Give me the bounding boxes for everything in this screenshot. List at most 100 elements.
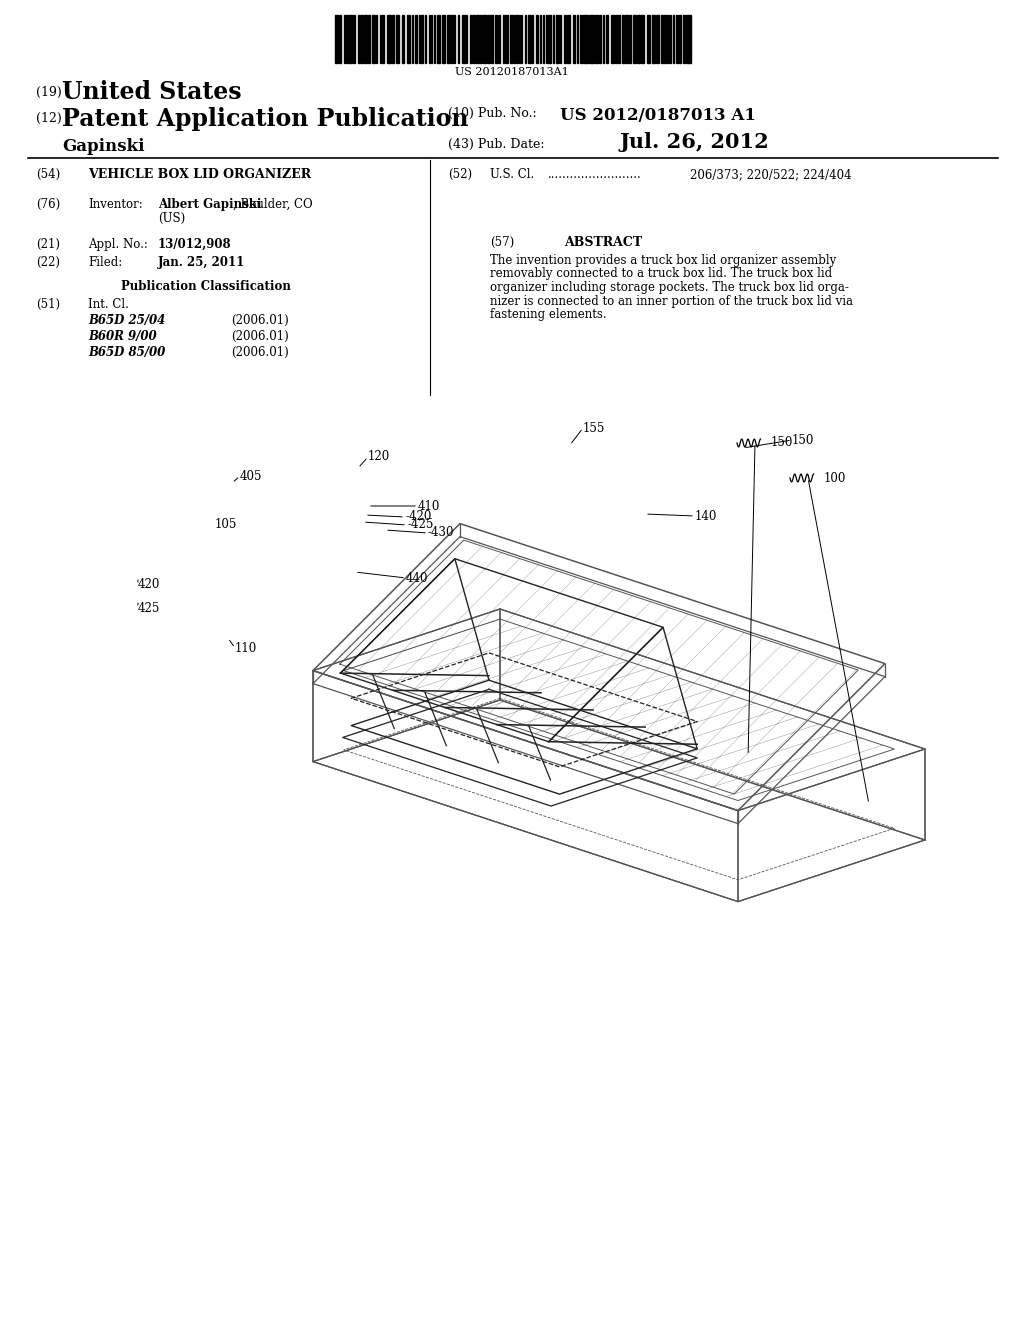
Bar bbox=[665, 15, 668, 63]
Text: organizer including storage pockets. The truck box lid orga-: organizer including storage pockets. The… bbox=[490, 281, 849, 294]
Bar bbox=[637, 15, 639, 63]
Bar bbox=[436, 15, 439, 63]
Bar bbox=[629, 15, 631, 63]
Bar bbox=[396, 15, 399, 63]
Text: (22): (22) bbox=[36, 256, 60, 269]
Bar bbox=[633, 15, 636, 63]
Bar bbox=[595, 15, 598, 63]
Text: Jul. 26, 2012: Jul. 26, 2012 bbox=[620, 132, 770, 152]
Text: 420: 420 bbox=[138, 578, 161, 591]
Bar bbox=[618, 15, 621, 63]
Text: United States: United States bbox=[62, 81, 242, 104]
Bar bbox=[536, 15, 538, 63]
Bar bbox=[683, 15, 685, 63]
Bar bbox=[528, 15, 530, 63]
Text: (10) Pub. No.:: (10) Pub. No.: bbox=[449, 107, 537, 120]
Bar bbox=[662, 15, 663, 63]
Bar bbox=[599, 15, 601, 63]
Bar bbox=[373, 15, 376, 63]
Bar bbox=[339, 15, 341, 63]
Bar bbox=[458, 15, 459, 63]
Bar bbox=[503, 15, 504, 63]
Bar bbox=[590, 15, 592, 63]
Bar bbox=[451, 15, 453, 63]
Bar bbox=[496, 15, 497, 63]
Bar bbox=[415, 15, 417, 63]
Bar bbox=[510, 15, 513, 63]
Text: 150: 150 bbox=[792, 433, 814, 446]
Text: (51): (51) bbox=[36, 298, 60, 312]
Text: (2006.01): (2006.01) bbox=[231, 314, 289, 327]
Bar bbox=[641, 15, 644, 63]
Bar bbox=[476, 15, 479, 63]
Bar bbox=[610, 15, 613, 63]
Bar bbox=[480, 15, 481, 63]
Text: Publication Classification: Publication Classification bbox=[121, 280, 291, 293]
Bar bbox=[593, 15, 594, 63]
Text: Albert Gapinski: Albert Gapinski bbox=[158, 198, 261, 211]
Text: U.S. Cl.: U.S. Cl. bbox=[490, 168, 535, 181]
Text: 105: 105 bbox=[215, 517, 238, 531]
Text: nizer is connected to an inner portion of the truck box lid via: nizer is connected to an inner portion o… bbox=[490, 294, 853, 308]
Bar bbox=[429, 15, 430, 63]
Bar bbox=[392, 15, 394, 63]
Bar bbox=[548, 15, 551, 63]
Text: 120: 120 bbox=[368, 450, 390, 463]
Text: ABSTRACT: ABSTRACT bbox=[564, 236, 642, 249]
Text: VEHICLE BOX LID ORGANIZER: VEHICLE BOX LID ORGANIZER bbox=[88, 168, 311, 181]
Bar bbox=[688, 15, 691, 63]
Bar bbox=[652, 15, 655, 63]
Text: Patent Application Publication: Patent Application Publication bbox=[62, 107, 469, 131]
Bar bbox=[499, 15, 500, 63]
Bar bbox=[546, 15, 547, 63]
Bar bbox=[679, 15, 681, 63]
Text: 150: 150 bbox=[771, 437, 793, 450]
Bar bbox=[483, 15, 486, 63]
Bar bbox=[353, 15, 355, 63]
Text: B60R 9/00: B60R 9/00 bbox=[88, 330, 157, 343]
Bar bbox=[335, 15, 338, 63]
Text: (54): (54) bbox=[36, 168, 60, 181]
Bar bbox=[419, 15, 420, 63]
Bar bbox=[543, 15, 545, 63]
Bar bbox=[361, 15, 362, 63]
Bar bbox=[357, 15, 359, 63]
Bar bbox=[625, 15, 628, 63]
Bar bbox=[388, 15, 390, 63]
Text: 410: 410 bbox=[418, 499, 440, 512]
Bar bbox=[442, 15, 445, 63]
Text: US 2012/0187013 A1: US 2012/0187013 A1 bbox=[560, 107, 756, 124]
Text: (43) Pub. Date:: (43) Pub. Date: bbox=[449, 139, 545, 150]
Text: 110: 110 bbox=[234, 642, 257, 655]
Bar bbox=[606, 15, 608, 63]
Text: removably connected to a truck box lid. The truck box lid: removably connected to a truck box lid. … bbox=[490, 268, 833, 281]
Text: (12): (12) bbox=[36, 112, 61, 125]
Text: Jan. 25, 2011: Jan. 25, 2011 bbox=[158, 256, 246, 269]
Text: B65D 85/00: B65D 85/00 bbox=[88, 346, 165, 359]
Text: fastening elements.: fastening elements. bbox=[490, 308, 606, 321]
Bar bbox=[466, 15, 467, 63]
Text: 405: 405 bbox=[240, 470, 262, 483]
Text: Filed:: Filed: bbox=[88, 256, 122, 269]
Text: 140: 140 bbox=[695, 510, 718, 523]
Text: The invention provides a truck box lid organizer assembly: The invention provides a truck box lid o… bbox=[490, 253, 837, 267]
Text: , Boulder, CO: , Boulder, CO bbox=[233, 198, 312, 211]
Bar bbox=[686, 15, 688, 63]
Bar bbox=[462, 15, 465, 63]
Text: 100: 100 bbox=[823, 471, 846, 484]
Text: US 20120187013A1: US 20120187013A1 bbox=[455, 67, 569, 77]
Bar bbox=[580, 15, 582, 63]
Bar bbox=[349, 15, 351, 63]
Bar bbox=[584, 15, 586, 63]
Bar bbox=[433, 15, 435, 63]
Bar bbox=[365, 15, 367, 63]
Bar bbox=[614, 15, 616, 63]
Text: (76): (76) bbox=[36, 198, 60, 211]
Text: Gapinski: Gapinski bbox=[62, 139, 144, 154]
Text: .........................: ......................... bbox=[548, 168, 642, 181]
Text: (2006.01): (2006.01) bbox=[231, 346, 289, 359]
Bar bbox=[647, 15, 649, 63]
Text: Appl. No.:: Appl. No.: bbox=[88, 238, 147, 251]
Bar bbox=[473, 15, 475, 63]
Bar bbox=[567, 15, 570, 63]
